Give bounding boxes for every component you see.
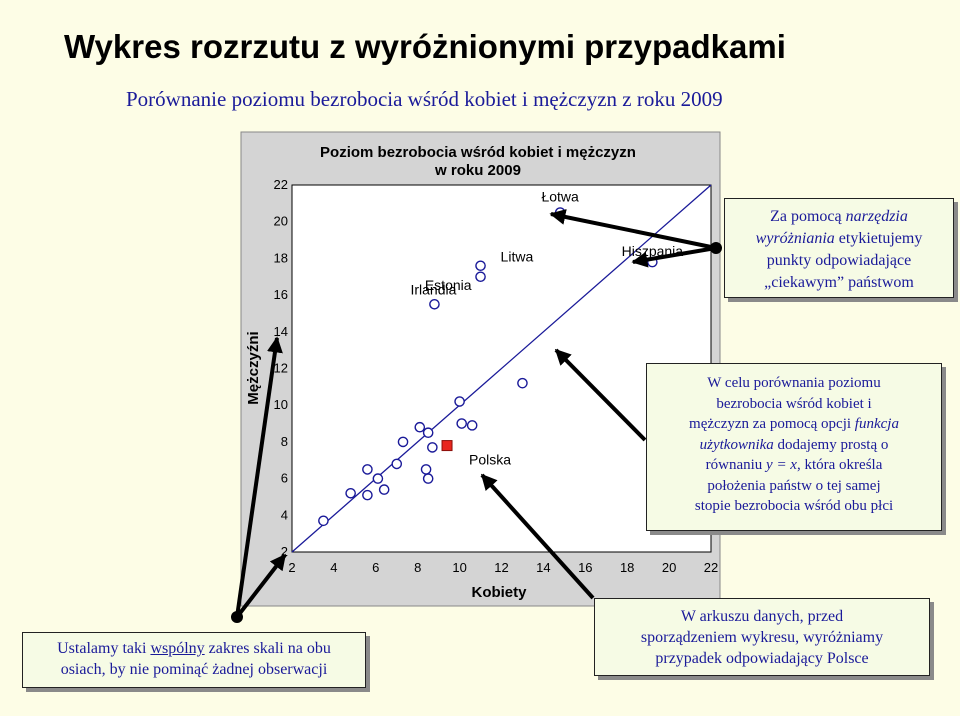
arrow-origin-dot [710,242,722,254]
data-point [456,418,467,429]
callout-reference-line: W celu porównania poziomu bezrobocia wśr… [646,363,942,531]
x-tick-label: 16 [578,560,592,575]
y-tick-label: 16 [274,287,288,302]
callout-text: położenia państw o tej samej [707,477,881,494]
data-point [427,442,438,453]
callout-text: dodajemy prostą o [773,436,889,453]
y-axis-label: Mężczyźni [245,331,262,404]
arrow-origin-dot-scale [231,611,243,623]
callout-emphasis: wyróżniania [755,230,835,247]
data-point [345,487,356,499]
data-points [318,207,658,527]
x-tick-label: 8 [414,560,421,575]
x-tick-label: 22 [704,560,718,575]
callout-text: „ciekawym” państwom [764,274,914,291]
data-point [466,420,478,431]
data-point [517,377,528,389]
y-tick-label: 20 [274,214,288,229]
data-point [475,260,486,272]
x-axis-label: Kobiety [471,584,527,601]
callout-text: W celu porównania poziomu [707,375,881,391]
data-point [420,464,432,475]
point-label: Irlandia [410,281,456,297]
x-tick-label: 4 [330,560,337,575]
callout-text: osiach, by nie pominąć żadnej obserwacji [60,661,328,678]
data-point [378,484,390,495]
y-axis-ticks: 2 4 6 8 10 12 14 16 18 20 22 [274,177,288,559]
arrow-to-hiszpania [631,246,717,268]
highlighted-point-polska [441,440,453,452]
callout-text: zakres skali na obu [204,640,331,657]
arrow-to-lotwa [549,209,717,250]
page-title: Wykres rozrzutu z wyróżnionymi przypadka… [64,28,786,65]
y-tick-label: 12 [274,361,288,376]
data-point [362,464,373,475]
data-point [454,396,465,407]
arrow-to-polska [480,473,595,600]
x-axis-ticks: 2 4 6 8 10 12 14 16 18 20 22 [288,560,718,575]
data-point [429,298,440,310]
x-tick-label: 18 [620,560,634,575]
callout-underlined-text: wspólny [150,640,205,657]
data-point [422,427,434,439]
callout-emphasis: użytkownika [699,436,774,453]
callout-text: stopie bezrobocia wśród obu płci [694,498,894,514]
callout-text: , która określa [796,457,883,473]
data-point [422,473,434,484]
callout-text: Ustalamy taki [57,640,151,657]
callout-arrows [231,209,722,623]
callout-text: punkty odpowiadające [766,252,912,269]
data-point [475,271,486,283]
data-point [318,515,329,527]
x-tick-label: 20 [662,560,676,575]
chart-title-line-1: Poziom bezrobocia wśród kobiet i mężczyz… [320,144,636,161]
x-tick-label: 6 [372,560,379,575]
data-point [397,436,409,448]
y-tick-label: 4 [281,507,288,522]
point-label: Łotwa [541,189,579,205]
callout-text: przypadek odpowiadający Polsce [655,650,869,667]
reference-line-y-equals-x [291,184,712,553]
y-tick-label: 6 [281,471,288,486]
data-point [372,473,384,484]
callout-text: Za pomocą [770,208,846,225]
point-label: Litwa [501,249,534,265]
callout-text: sporządzeniem wykresu, wyróżniamy [640,629,884,646]
page-subtitle: Porównanie poziomu bezrobocia wśród kobi… [126,87,723,111]
callout-text: równaniu [705,457,767,473]
x-tick-label: 10 [452,560,466,575]
y-tick-label: 14 [274,324,288,339]
point-label: Estonia [425,277,472,293]
data-point [414,421,426,433]
arrow-to-line [554,348,647,442]
chart-title-line-2: w roku 2009 [434,162,521,179]
callout-text: mężczyzn za pomocą opcji [689,416,855,432]
y-tick-label: 2 [281,544,288,559]
callout-highlighting-tool: Za pomocą narzędzia wyróżniania etykietu… [724,198,954,298]
callout-emphasis: y = x [766,457,797,473]
callout-emphasis: narzędzia [845,208,908,225]
y-tick-label: 10 [274,397,288,412]
x-tick-label: 2 [288,560,295,575]
callout-data-sheet: W arkuszu danych, przed sporządzeniem wy… [594,598,930,676]
arrow-to-axis-origin [235,553,287,619]
point-label: Polska [469,452,511,468]
arrow-to-y-axis [235,336,283,618]
callout-emphasis: funkcja [854,416,899,432]
y-tick-label: 18 [274,250,288,265]
x-tick-label: 12 [494,560,508,575]
y-tick-label: 22 [274,177,288,192]
callout-text: W arkuszu danych, przed [680,608,844,625]
data-point [391,458,403,470]
callout-text: bezrobocia wśród kobiet i [716,395,872,412]
data-point [362,489,373,501]
callout-text: etykietujemy [834,230,923,247]
y-tick-label: 8 [281,434,288,449]
x-tick-label: 14 [536,560,550,575]
callout-common-scale: Ustalamy taki wspólny zakres skali na ob… [22,632,366,688]
